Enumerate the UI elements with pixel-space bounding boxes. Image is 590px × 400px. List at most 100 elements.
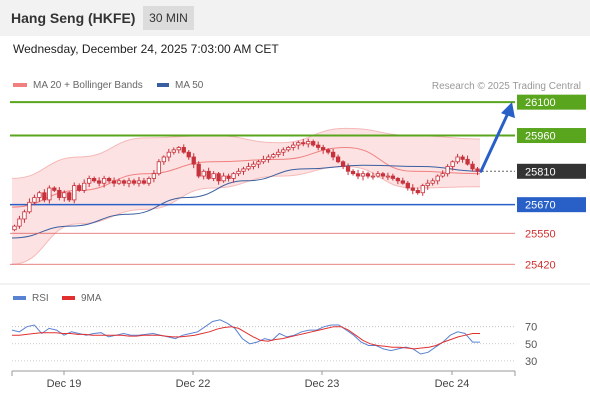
level-label-25810: 25810: [525, 166, 556, 178]
candle-body: [390, 175, 396, 179]
candle-body: [156, 161, 162, 175]
candle-body: [345, 166, 351, 172]
candle-body: [251, 163, 256, 167]
candle-body: [425, 182, 430, 186]
candle-body: [216, 173, 221, 182]
candle-body: [72, 185, 77, 201]
candle-body: [365, 173, 371, 177]
candle-body: [241, 168, 246, 172]
candle-body: [440, 173, 445, 177]
time-axis: Dec 19 Dec 22 Dec 23 Dec 24: [11, 370, 516, 390]
candle-body: [87, 178, 92, 184]
candle-body: [57, 189, 62, 198]
rsi-tick-70: 70: [525, 322, 537, 334]
candle-body: [67, 192, 72, 201]
projection-arrow-head: [501, 102, 515, 119]
candle-body: [191, 156, 196, 165]
candle-body: [370, 175, 376, 178]
candle-body: [400, 180, 405, 184]
legend-swatch-9ma: [62, 296, 75, 301]
candle-body: [211, 173, 216, 179]
candle-body: [126, 180, 132, 184]
timeframe-badge[interactable]: 30 MIN: [143, 6, 194, 30]
level-label-25550: 25550: [525, 228, 556, 240]
candle-body: [246, 166, 251, 170]
candle-body: [186, 151, 191, 158]
candle-body: [111, 180, 117, 184]
x-tick-label: Dec 23: [305, 378, 340, 390]
legend-swatch-bollinger: [13, 83, 27, 88]
candle-body: [330, 151, 336, 158]
candle-body: [221, 175, 226, 182]
level-tag-26100: [517, 94, 586, 110]
candle-body: [166, 151, 171, 158]
candle-body: [42, 192, 47, 201]
candle-body: [455, 156, 460, 163]
candle-body: [101, 178, 107, 184]
rsi-line: [11, 319, 480, 355]
candle-body: [271, 154, 276, 158]
candle-body: [151, 173, 157, 179]
candle-body: [12, 225, 17, 231]
candle-body: [52, 187, 57, 191]
level-label-26100: 26100: [525, 97, 556, 109]
candle-body: [206, 170, 211, 179]
candle-body: [460, 156, 465, 160]
candle-body: [286, 147, 291, 151]
rsi-pane: 70 50 30: [11, 319, 537, 368]
watermark: Research © 2025 Trading Central: [431, 81, 581, 92]
projection-arrow-shaft: [479, 111, 510, 173]
candle-body: [450, 161, 455, 167]
candle-body: [410, 187, 415, 191]
candle-body: [176, 147, 181, 151]
bollinger-lower-line: [11, 165, 481, 265]
datetime-label: Wednesday, December 24, 2025 7:03:00 AM …: [13, 42, 279, 56]
candle-body: [161, 156, 166, 163]
chart-header: Hang Seng (HKFE) 30 MIN: [0, 0, 590, 36]
candle-body: [47, 187, 52, 201]
rsi-tick-50: 50: [525, 339, 537, 351]
legend-label-ma50: MA 50: [175, 80, 204, 91]
level-label-25670: 25670: [525, 200, 556, 212]
candle-body: [181, 147, 186, 153]
level-tag-25670: [517, 197, 586, 213]
instrument-title: Hang Seng (HKFE): [11, 10, 136, 26]
legend-bollinger: MA 20 + Bollinger Bands: [13, 80, 143, 91]
candle-body: [420, 185, 425, 194]
candle-body: [92, 178, 97, 182]
candle-body: [435, 175, 440, 182]
candle-body: [106, 178, 112, 182]
candle-body: [281, 149, 286, 153]
candle-body: [32, 197, 37, 203]
x-tick-label: Dec 24: [435, 378, 470, 390]
candle-body: [22, 211, 27, 220]
legend-swatch-rsi: [13, 296, 26, 301]
ma50-line: [11, 164, 481, 239]
candle-body: [316, 144, 321, 148]
rsi-ma-line: [12, 326, 480, 350]
legend-label-rsi: RSI: [32, 293, 49, 304]
candle-body: [311, 141, 316, 146]
candle-body: [340, 161, 346, 167]
candle-body: [430, 180, 435, 184]
legend-label-bollinger: MA 20 + Bollinger Bands: [33, 80, 143, 91]
candle-body: [415, 189, 420, 194]
candle-body: [475, 168, 480, 172]
candle-body: [196, 163, 201, 177]
legend-swatch-ma50: [157, 83, 169, 88]
x-tick-label: Dec 22: [176, 378, 211, 390]
candle-body: [355, 173, 361, 177]
candle-body: [131, 180, 137, 184]
level-tag-25960: [517, 128, 586, 144]
candle-body: [326, 149, 331, 153]
rsi-tick-30: 30: [525, 356, 537, 368]
legend-9ma: 9MA: [62, 293, 102, 304]
candle-body: [306, 141, 311, 145]
candle-body: [62, 192, 67, 198]
candle-body: [335, 156, 341, 163]
candle-body: [276, 151, 281, 156]
candle-body: [201, 170, 206, 177]
candle-body: [37, 192, 42, 198]
candle-body: [261, 158, 266, 163]
